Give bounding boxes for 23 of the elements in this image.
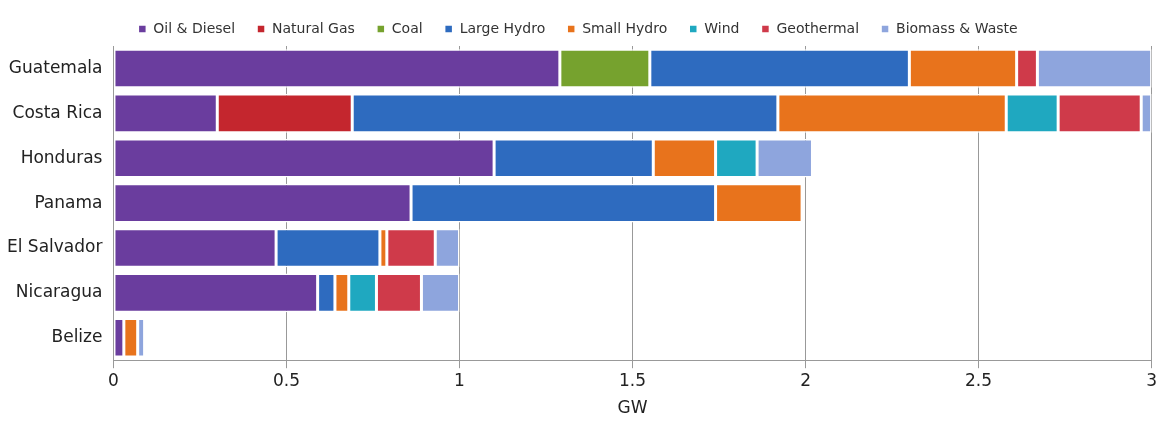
y-tick-label: El Salvador — [6, 236, 103, 257]
y-tick-label: Belize — [51, 326, 103, 347]
legend-label: Geothermal — [776, 19, 860, 36]
legend-label: Large Hydro — [459, 19, 546, 36]
y-tick-label: Honduras — [20, 146, 103, 167]
x-tick-label: 1 — [454, 369, 465, 390]
legend-label: Small Hydro — [582, 19, 668, 36]
legend-label: Coal — [391, 19, 423, 36]
y-tick-label: Guatemala — [8, 56, 103, 77]
x-axis-title: GW — [617, 397, 648, 418]
y-tick-label: Nicaragua — [15, 281, 103, 302]
legend-label: Wind — [704, 19, 740, 36]
legend-label: Natural Gas — [272, 19, 355, 36]
legend-label: Oil & Diesel — [153, 19, 236, 36]
legend-label: Biomass & Waste — [896, 19, 1018, 36]
y-tick-label: Panama — [34, 191, 103, 212]
x-tick-label: 0 — [108, 369, 119, 390]
x-tick-label: 2.5 — [965, 369, 993, 390]
x-tick-label: 3 — [1146, 369, 1158, 390]
y-tick-label: Costa Rica — [12, 101, 103, 122]
x-tick-label: 2 — [800, 369, 811, 390]
x-tick-label: 1.5 — [619, 369, 647, 390]
x-tick-label: 0.5 — [272, 369, 300, 390]
